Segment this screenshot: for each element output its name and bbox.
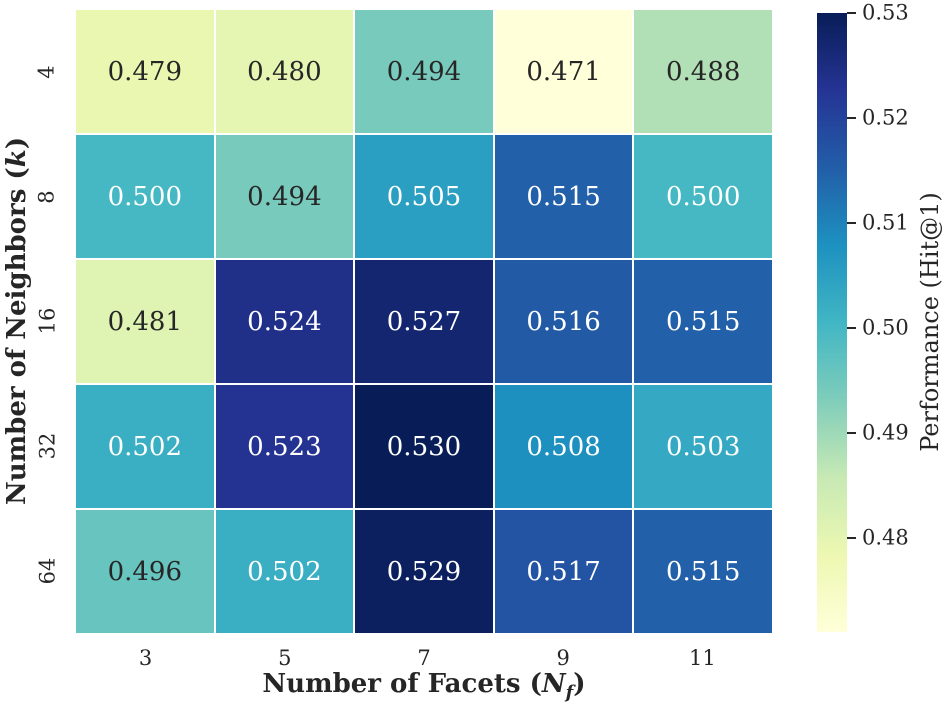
colorbar-tick-mark — [847, 431, 856, 434]
x-axis-title-text: Number of Facets ( — [262, 668, 542, 699]
cell-value: 0.496 — [107, 556, 183, 587]
colorbar-tick-label: 0.53 — [862, 0, 909, 25]
heatmap-cell: 0.488 — [634, 10, 772, 133]
heatmap-cell: 0.523 — [215, 385, 354, 508]
cell-value: 0.515 — [665, 556, 741, 587]
colorbar-title: Performance (Hit@1) — [916, 192, 944, 452]
cell-value: 0.527 — [386, 306, 462, 337]
y-axis-ticks: 4 8 16 32 64 — [30, 10, 64, 633]
heatmap-cell: 0.503 — [634, 385, 772, 508]
cell-value: 0.502 — [247, 556, 322, 587]
heatmap-cell: 0.471 — [494, 10, 633, 133]
heatmap-cell: 0.481 — [76, 260, 214, 383]
cell-value: 0.524 — [247, 306, 322, 337]
x-axis-title-variable: N — [541, 668, 566, 699]
x-axis-ticks: 3 5 7 9 11 — [76, 644, 772, 672]
colorbar-tick-mark — [847, 536, 856, 539]
y-axis-title-suffix: ) — [2, 136, 32, 150]
colorbar-tick-mark — [847, 221, 856, 224]
x-axis-title-suffix: ) — [573, 668, 586, 699]
colorbar-tick-mark — [847, 12, 856, 14]
y-tick-label: 4 — [35, 65, 59, 79]
heatmap-cell: 0.500 — [76, 135, 214, 258]
y-axis-title: Number of Neighbors (k) — [2, 137, 32, 505]
cell-value: 0.503 — [665, 431, 741, 462]
y-tick-label: 16 — [34, 308, 59, 335]
heatmap-cell: 0.515 — [494, 135, 633, 258]
x-axis-title: Number of Facets (Nf) — [262, 669, 585, 703]
heatmap-cell: 0.496 — [76, 510, 214, 633]
x-axis-title-subscript: f — [565, 682, 574, 704]
heatmap-cell: 0.494 — [215, 135, 354, 258]
cell-value: 0.471 — [526, 56, 601, 87]
cell-value: 0.508 — [526, 431, 601, 462]
heatmap-cell: 0.516 — [494, 260, 633, 383]
y-tick-label: 8 — [35, 190, 59, 204]
heatmap-cell: 0.517 — [494, 510, 633, 633]
heatmap-cell: 0.508 — [494, 385, 633, 508]
cell-value: 0.523 — [247, 431, 322, 462]
x-tick-label: 5 — [278, 646, 292, 670]
y-tick-label: 64 — [34, 557, 59, 585]
cell-value: 0.480 — [247, 56, 322, 87]
cell-value: 0.488 — [665, 56, 741, 87]
cell-value: 0.517 — [526, 556, 601, 587]
colorbar-tick-label: 0.49 — [862, 420, 909, 445]
heatmap-cell: 0.515 — [634, 510, 772, 633]
colorbar-tick-mark — [847, 326, 856, 329]
x-tick-label: 7 — [417, 646, 431, 670]
y-axis-title-variable: k — [2, 149, 32, 168]
heatmap-cell: 0.502 — [76, 385, 214, 508]
cell-value: 0.529 — [386, 556, 462, 587]
colorbar-tick-label: 0.52 — [862, 105, 909, 130]
heatmap-cell: 0.494 — [355, 10, 493, 133]
heatmap-cell: 0.480 — [215, 10, 354, 133]
cell-value: 0.479 — [107, 56, 183, 87]
y-tick-label: 32 — [34, 432, 59, 460]
cell-value: 0.481 — [107, 306, 183, 337]
cell-value: 0.505 — [386, 181, 462, 212]
heatmap-cell: 0.479 — [76, 10, 214, 133]
cell-value: 0.516 — [526, 306, 601, 337]
colorbar — [817, 13, 847, 632]
heatmap-cell: 0.527 — [355, 260, 493, 383]
cell-value: 0.530 — [386, 431, 462, 462]
colorbar-tick-label: 0.50 — [862, 315, 909, 340]
cell-value: 0.515 — [526, 181, 601, 212]
cell-value: 0.494 — [386, 56, 462, 87]
heatmap-cell: 0.505 — [355, 135, 493, 258]
x-tick-label: 3 — [138, 646, 153, 670]
x-tick-label: 9 — [556, 646, 570, 670]
cell-value: 0.515 — [665, 306, 741, 337]
heatmap-cell: 0.524 — [215, 260, 354, 383]
colorbar-tick-label: 0.51 — [862, 210, 909, 235]
heatmap-cell: 0.502 — [215, 510, 354, 633]
cell-value: 0.500 — [665, 181, 741, 212]
heatmap-cell: 0.515 — [634, 260, 772, 383]
colorbar-tick-mark — [847, 116, 856, 119]
x-tick-label: 11 — [689, 646, 716, 670]
colorbar-tick-label: 0.48 — [862, 525, 909, 550]
cell-value: 0.500 — [107, 181, 183, 212]
heatmap-cell: 0.500 — [634, 135, 772, 258]
heatmap-cell: 0.530 — [355, 385, 493, 508]
heatmap-grid: 0.479 0.480 0.494 0.471 0.488 0.500 0.494 0.505… — [76, 10, 772, 633]
cell-value: 0.494 — [247, 181, 322, 212]
y-axis-title-text: Number of Neighbors ( — [2, 167, 32, 506]
heatmap-cell: 0.529 — [355, 510, 493, 633]
cell-value: 0.502 — [107, 431, 183, 462]
